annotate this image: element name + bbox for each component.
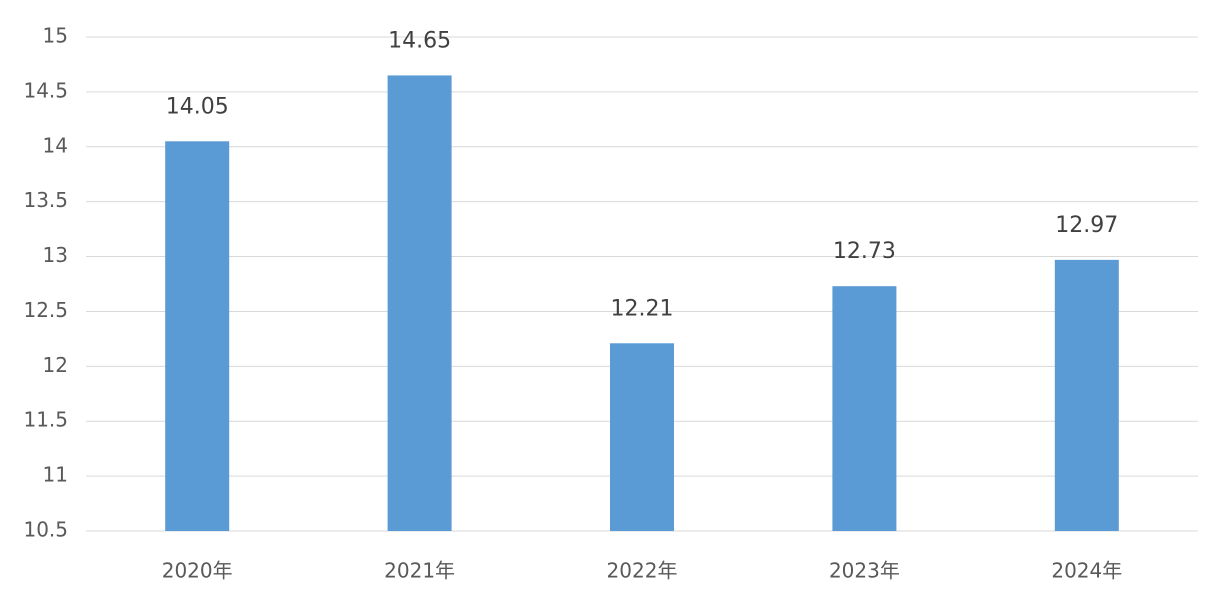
bar: [387, 75, 452, 531]
data-label: 12.21: [611, 296, 674, 321]
y-tick-label: 13: [43, 243, 68, 267]
x-tick-label: 2020年: [162, 559, 233, 583]
y-tick-label: 14: [43, 133, 68, 157]
y-tick-label: 11.5: [23, 408, 68, 432]
y-tick-label: 14.5: [23, 78, 68, 102]
x-tick-label: 2024年: [1051, 559, 1122, 583]
x-tick-label: 2023年: [829, 559, 900, 583]
bar: [1054, 259, 1119, 531]
y-tick-label: 13.5: [23, 188, 68, 212]
bar: [832, 286, 897, 531]
bar: [610, 343, 674, 531]
x-tick-label: 2022年: [607, 559, 678, 583]
data-label: 14.05: [166, 94, 229, 119]
y-tick-label: 12.5: [23, 298, 68, 322]
data-label: 12.97: [1055, 213, 1118, 238]
x-tick-label: 2021年: [384, 559, 455, 583]
y-tick-label: 11: [43, 463, 68, 487]
bar: [165, 141, 230, 532]
data-label: 12.73: [833, 239, 896, 264]
data-label: 14.65: [388, 28, 451, 53]
y-tick-label: 12: [43, 353, 68, 377]
y-tick-label: 15: [43, 24, 68, 48]
y-tick-label: 10.5: [23, 518, 68, 542]
